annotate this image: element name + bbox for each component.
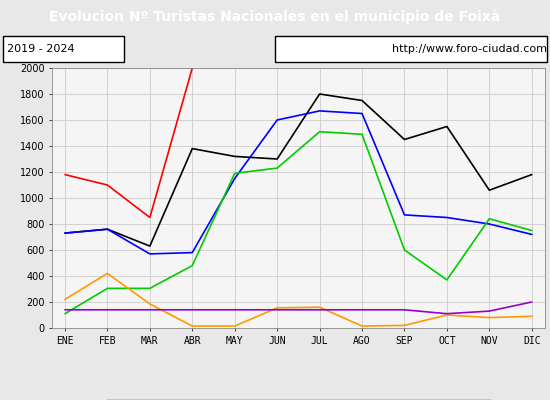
Text: http://www.foro-ciudad.com: http://www.foro-ciudad.com (392, 44, 547, 54)
Bar (3, 36, 124, 62)
Bar (275, 36, 547, 62)
Text: Evolucion Nº Turistas Nacionales en el municipio de Foixà: Evolucion Nº Turistas Nacionales en el m… (50, 10, 501, 24)
Text: 2019 - 2024: 2019 - 2024 (7, 44, 74, 54)
